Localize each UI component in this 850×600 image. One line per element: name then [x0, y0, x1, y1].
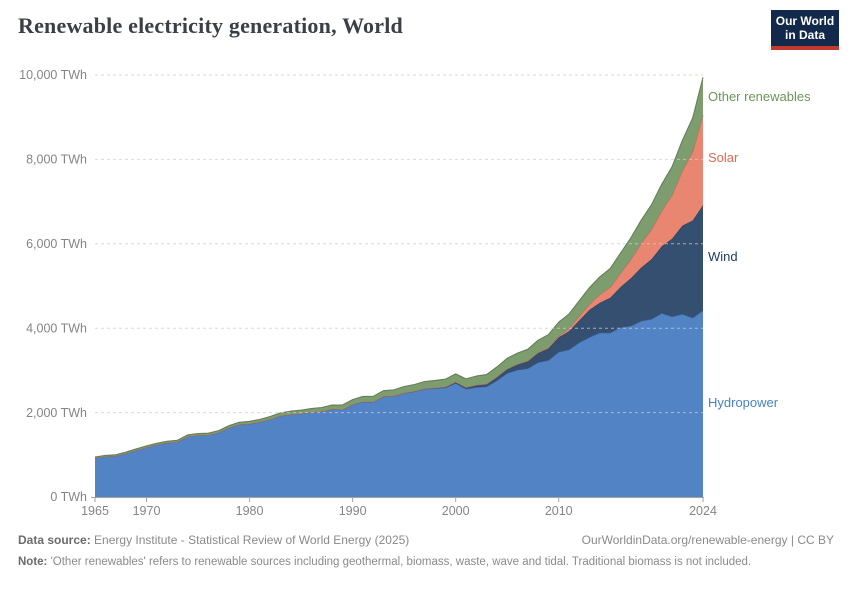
- legend-label-hydropower[interactable]: Hydropower: [708, 395, 779, 410]
- legend-label-wind[interactable]: Wind: [708, 249, 738, 264]
- note-text: 'Other renewables' refers to renewable s…: [50, 556, 752, 568]
- legend-label-other-renewables[interactable]: Other renewables: [708, 89, 811, 104]
- data-source-text: Energy Institute - Statistical Review of…: [94, 533, 410, 547]
- citation-license[interactable]: CC BY: [797, 533, 834, 547]
- page-title: Renewable electricity generation, World: [18, 13, 403, 38]
- x-axis-label-1965: 1965: [81, 504, 109, 518]
- citation-separator: |: [790, 533, 794, 547]
- owid-logo-line2: in Data: [784, 27, 825, 42]
- y-axis-label-0: 0 TWh: [50, 490, 87, 504]
- x-axis-label-1980: 1980: [236, 504, 264, 518]
- y-axis-label-2000: 2,000 TWh: [26, 406, 87, 420]
- x-axis-label-1970: 1970: [133, 504, 161, 518]
- x-axis-label-2000: 2000: [442, 504, 470, 518]
- y-axis-label-8000: 8,000 TWh: [26, 153, 87, 167]
- data-source: Data source: Energy Institute - Statisti…: [18, 533, 409, 547]
- owid-logo[interactable]: Our World in Data: [771, 10, 839, 50]
- x-axis-label-2010: 2010: [545, 504, 573, 518]
- series-outline-other-renewables: [94, 77, 704, 458]
- footer-note: Note: 'Other renewables' refers to renew…: [18, 554, 751, 570]
- y-axis-label-6000: 6,000 TWh: [26, 237, 87, 251]
- x-axis-label-2024: 2024: [689, 504, 717, 518]
- citation-url[interactable]: OurWorldinData.org/renewable-energy: [581, 533, 788, 547]
- x-axis-label-1990: 1990: [339, 504, 367, 518]
- note-label: Note:: [18, 556, 48, 568]
- data-source-label: Data source:: [18, 533, 91, 547]
- area-wind[interactable]: [95, 205, 703, 458]
- y-axis-label-10000: 10,000 TWh: [19, 68, 87, 82]
- area-hydropower[interactable]: [95, 310, 703, 497]
- footer-source-row: Data source: Energy Institute - Statisti…: [18, 533, 834, 547]
- legend-label-solar[interactable]: Solar: [708, 150, 739, 165]
- citation: OurWorldinData.org/renewable-energy | CC…: [582, 533, 834, 547]
- owid-logo-line1: Our World: [775, 14, 835, 28]
- y-axis-label-4000: 4,000 TWh: [26, 321, 87, 335]
